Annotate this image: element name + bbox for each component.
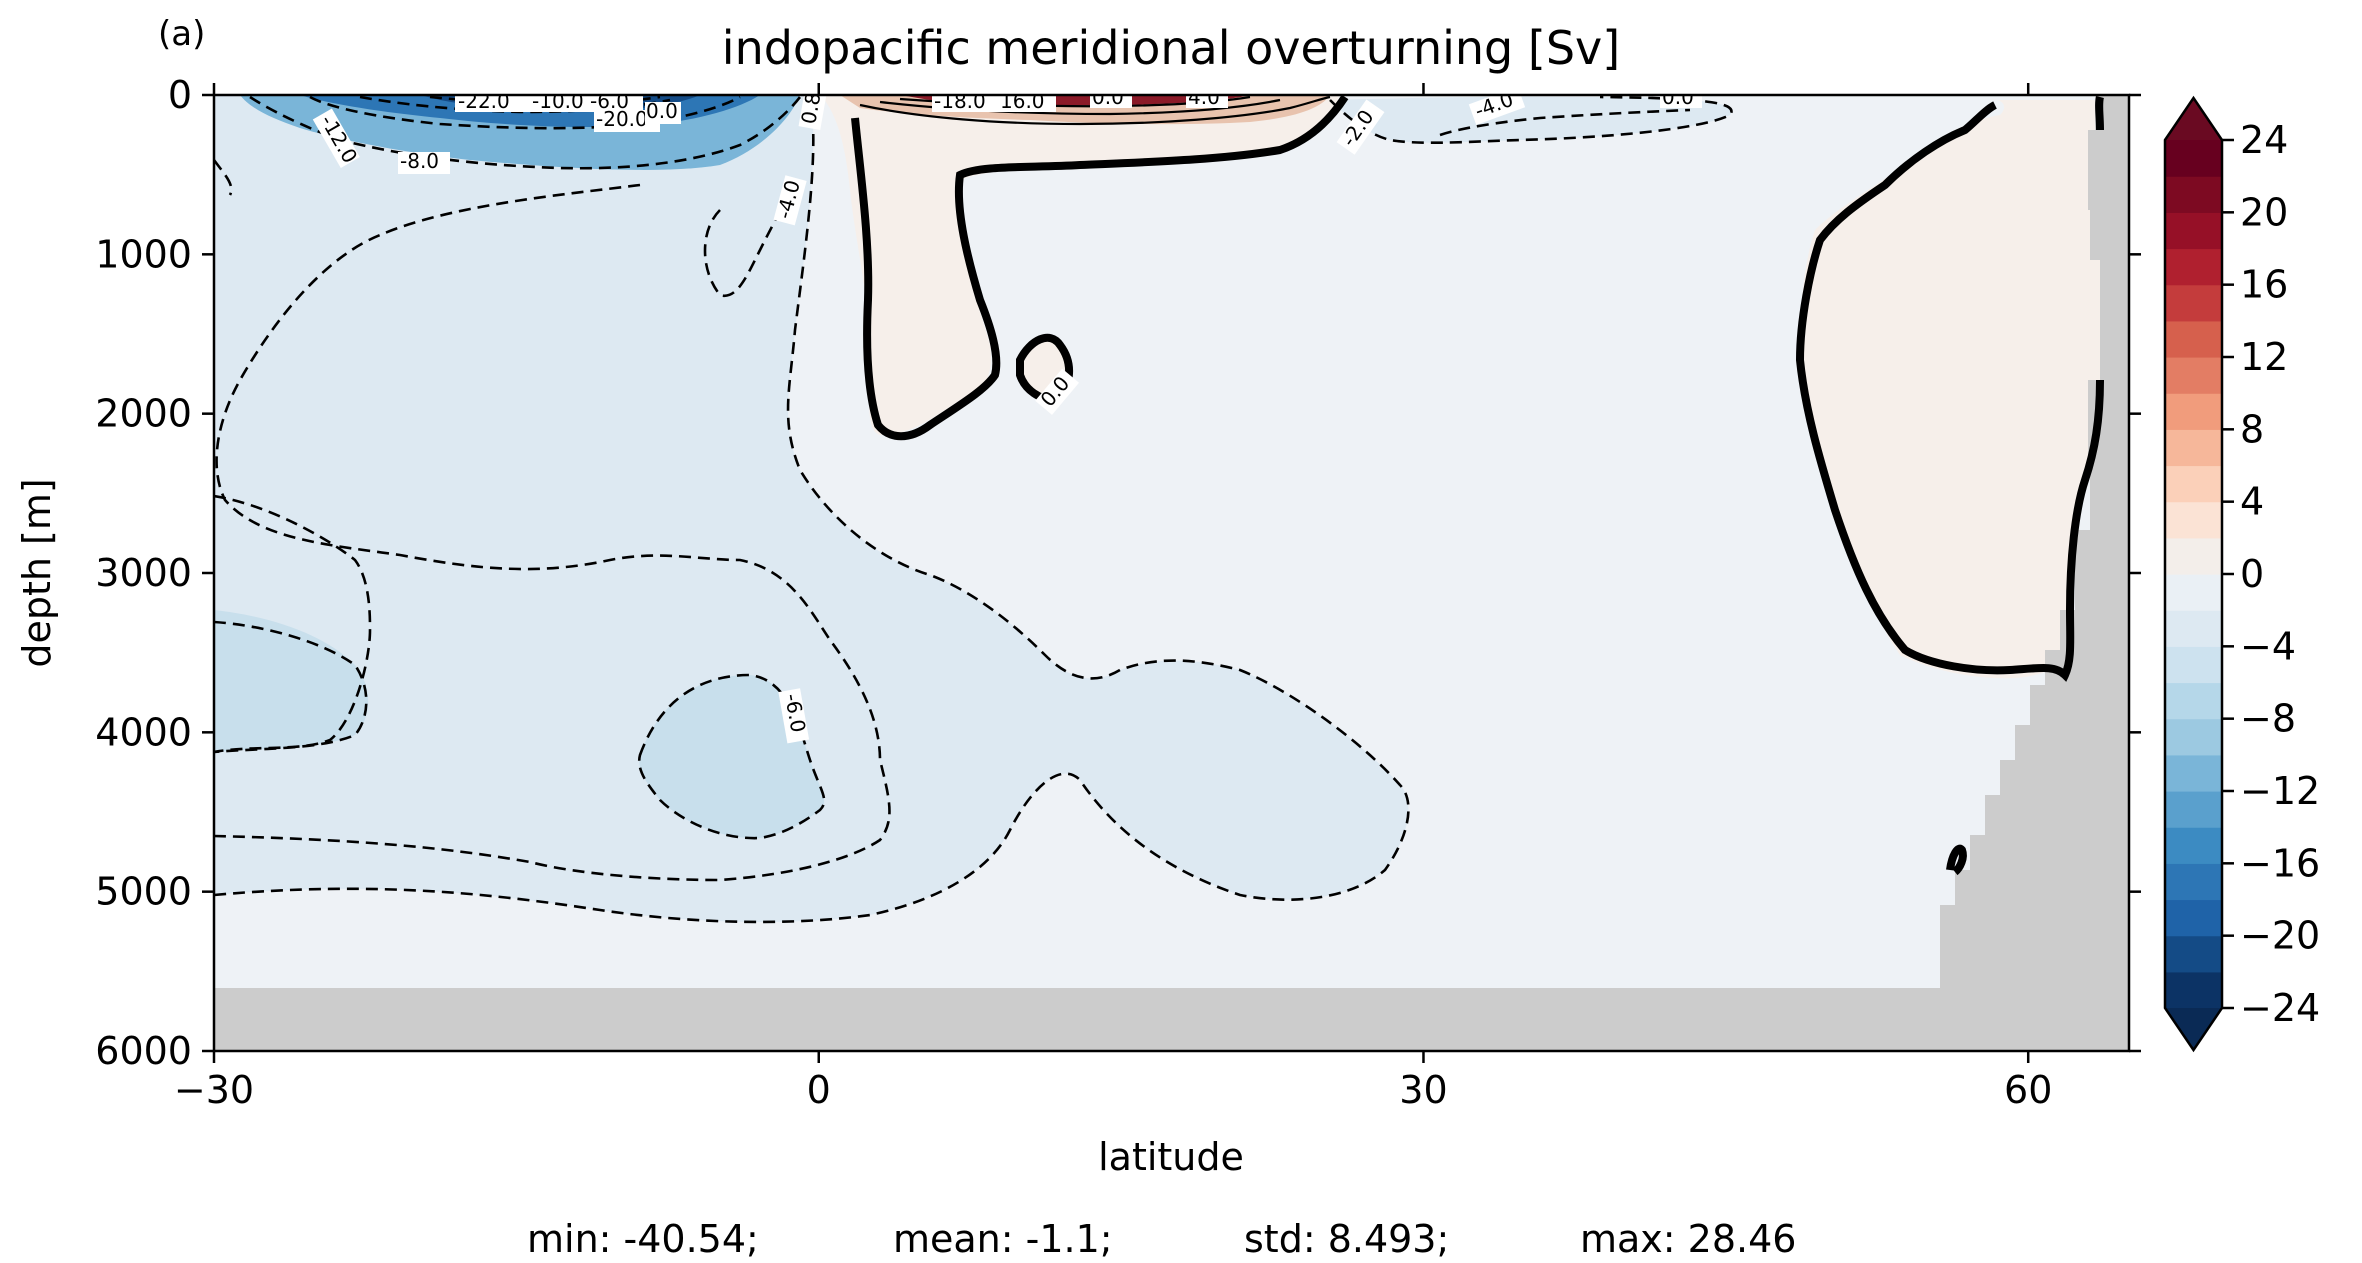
colorbar-band xyxy=(2165,863,2222,901)
colorbar-tick-label: 4 xyxy=(2240,480,2264,524)
svg-text:-8.0: -8.0 xyxy=(400,149,439,173)
colorbar-band xyxy=(2165,827,2222,864)
field-band-neg4-6-west xyxy=(214,610,369,752)
contour-label: -6.0 xyxy=(778,688,810,744)
x-tick-label: 60 xyxy=(2004,1068,2052,1112)
x-tick-label: −30 xyxy=(174,1068,254,1112)
contour-label: 0.8 xyxy=(796,90,827,130)
colorbar-band xyxy=(2165,537,2222,575)
colorbar-band xyxy=(2165,357,2222,394)
colorbar-band xyxy=(2165,899,2222,937)
svg-text:0.8: 0.8 xyxy=(796,90,825,125)
y-axis-label: depth [m] xyxy=(15,478,59,667)
stat-mean: mean: -1.1; xyxy=(893,1217,1113,1261)
colorbar-band xyxy=(2165,284,2222,322)
colorbar-band xyxy=(2165,610,2222,647)
colorbar-tick-label: −24 xyxy=(2240,986,2320,1030)
colorbar: 24 20 16 12 8 4 0 −4 −8 −12 −16 −20 −24 xyxy=(2163,95,2320,1053)
colorbar-band xyxy=(2165,212,2222,250)
svg-text:4.0: 4.0 xyxy=(1188,85,1220,109)
contour-label: 16.0 xyxy=(998,89,1056,113)
field-band-neg4-6-equator xyxy=(639,675,825,839)
contour-label: 0.0 xyxy=(1090,85,1132,109)
colorbar-band xyxy=(2165,465,2222,503)
stat-std: std: 8.493; xyxy=(1244,1217,1449,1261)
colorbar-band xyxy=(2165,393,2222,430)
plot-area: -22.0 -10.0 -6.0 -20.0 0.0 -12.0 -8.0 -4… xyxy=(214,85,2129,1051)
stat-max: max: 28.46 xyxy=(1580,1217,1796,1261)
field-band-neg2-4 xyxy=(214,95,1409,922)
colorbar-tick-label: −4 xyxy=(2240,624,2296,668)
y-axis: 0 1000 2000 3000 4000 5000 6000 xyxy=(95,73,2141,1073)
y-tick-label: 0 xyxy=(168,73,192,117)
x-tick-label: 0 xyxy=(807,1068,831,1112)
chart-title: indopacific meridional overturning [Sv] xyxy=(722,21,1620,75)
colorbar-band xyxy=(2165,971,2222,1009)
svg-text:0.0: 0.0 xyxy=(1092,85,1124,109)
colorbar-extend-top xyxy=(2165,98,2222,140)
colorbar-tick-label: 16 xyxy=(2240,263,2288,307)
svg-text:-22.0: -22.0 xyxy=(458,89,510,113)
field-positive-cell-surface xyxy=(820,95,1340,435)
y-tick-label: 1000 xyxy=(95,232,192,276)
colorbar-tick-label: 12 xyxy=(2240,335,2288,379)
colorbar-tick-label: −12 xyxy=(2240,769,2320,813)
y-tick-label: 4000 xyxy=(95,710,192,754)
colorbar-tick-label: 0 xyxy=(2240,552,2264,596)
svg-text:16.0: 16.0 xyxy=(1000,89,1045,113)
svg-text:0.0: 0.0 xyxy=(1662,85,1694,109)
colorbar-band xyxy=(2165,791,2222,828)
colorbar-band xyxy=(2165,682,2222,720)
colorbar-band xyxy=(2165,248,2222,286)
x-axis: −30 0 30 60 xyxy=(174,83,2052,1112)
colorbar-band xyxy=(2165,501,2222,539)
stat-min: min: -40.54; xyxy=(527,1217,759,1261)
contour-label: 0.0 xyxy=(645,99,681,124)
colorbar-extend-bottom xyxy=(2165,1008,2222,1050)
colorbar-band xyxy=(2165,140,2222,177)
x-axis-label: latitude xyxy=(1098,1135,1244,1179)
colorbar-tick-label: −20 xyxy=(2240,914,2320,958)
contour-label: -22.0 xyxy=(455,89,533,113)
svg-text:-10.0: -10.0 xyxy=(532,89,584,113)
colorbar-band xyxy=(2165,646,2222,684)
colorbar-tick-label: −16 xyxy=(2240,841,2320,885)
contour-label: -8.0 xyxy=(398,149,450,174)
colorbar-tick-label: 8 xyxy=(2240,407,2264,451)
colorbar-band xyxy=(2165,320,2222,358)
colorbar-band xyxy=(2165,574,2222,611)
colorbar-band xyxy=(2165,429,2222,467)
colorbar-band xyxy=(2165,176,2222,213)
y-tick-label: 5000 xyxy=(95,870,192,914)
contour-label: -18.0 xyxy=(932,89,998,113)
colorbar-band xyxy=(2165,718,2222,756)
colorbar-tick-label: 24 xyxy=(2240,118,2288,162)
colorbar-tick-label: −8 xyxy=(2240,697,2296,741)
svg-text:-20.0: -20.0 xyxy=(596,107,648,131)
contour-label: -6.0 xyxy=(588,89,643,113)
colorbar-tick-label: 20 xyxy=(2240,190,2288,234)
contour-label: 4.0 xyxy=(1186,85,1228,109)
contour-label: -10.0 xyxy=(530,89,590,113)
y-tick-label: 2000 xyxy=(95,392,192,436)
contours-negative xyxy=(214,95,1733,924)
y-tick-label: 3000 xyxy=(95,551,192,595)
svg-text:-18.0: -18.0 xyxy=(934,89,986,113)
svg-text:-6.0: -6.0 xyxy=(590,89,629,113)
colorbar-band xyxy=(2165,754,2222,792)
y-tick-label: 6000 xyxy=(95,1029,192,1073)
field-positive-cell-deep xyxy=(1800,99,2100,679)
contour-label: 0.0 xyxy=(1660,85,1702,109)
stats-line: min: -40.54; mean: -1.1; std: 8.493; max… xyxy=(527,1217,1796,1261)
colorbar-band xyxy=(2165,935,2222,973)
svg-text:0.0: 0.0 xyxy=(646,99,678,123)
x-tick-label: 30 xyxy=(1399,1068,1447,1112)
contour-label: -20.0 xyxy=(594,107,660,132)
field-band-north-surface xyxy=(1330,96,1732,143)
panel-label: (a) xyxy=(158,14,205,54)
